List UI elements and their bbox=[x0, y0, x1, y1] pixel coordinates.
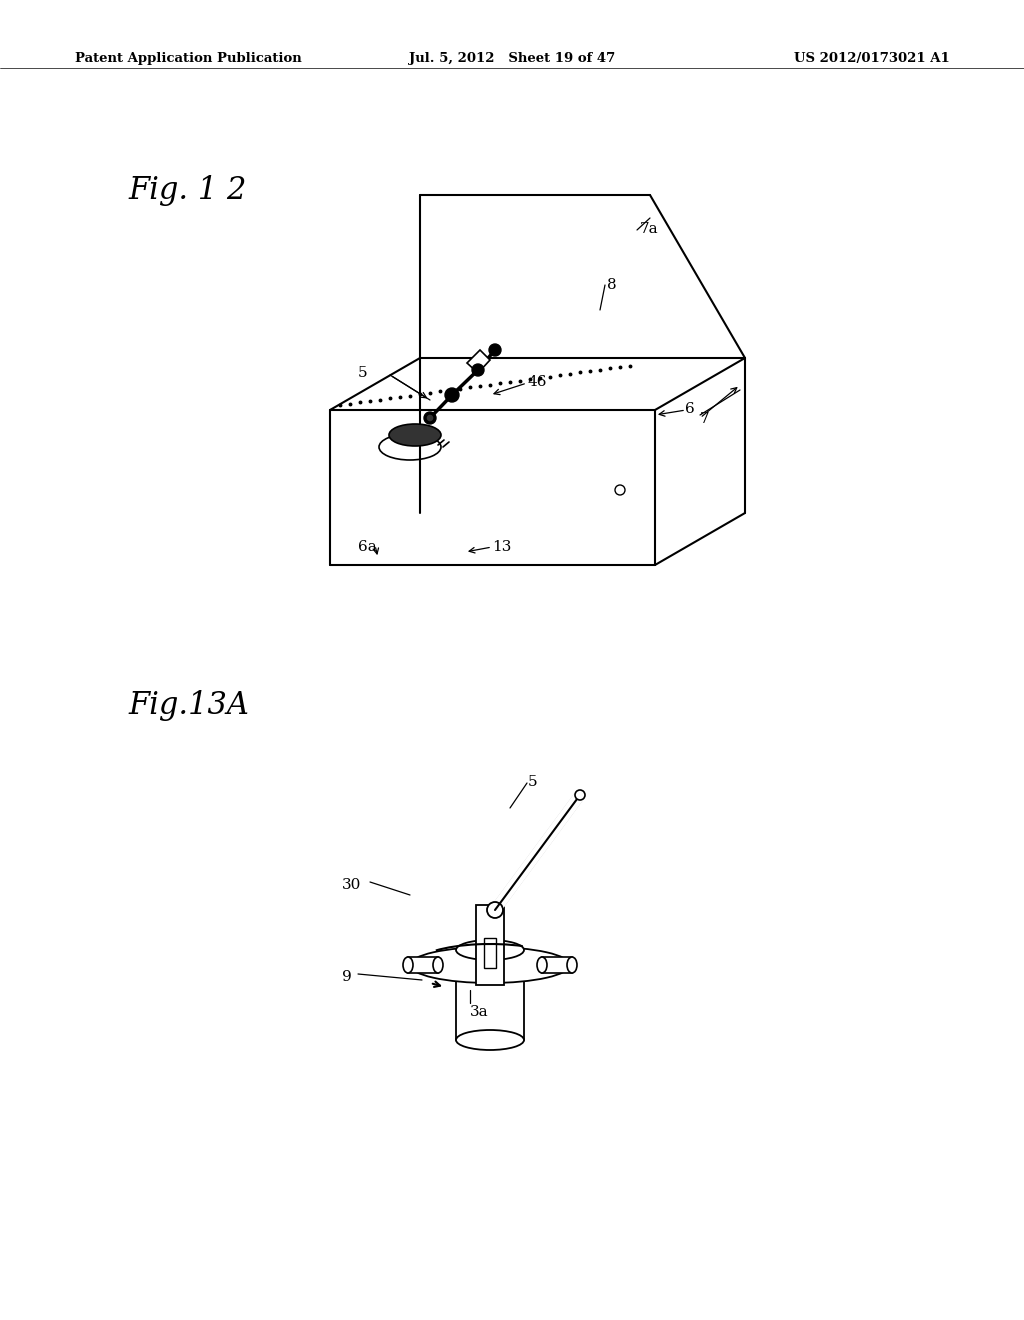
Bar bbox=[408, 957, 438, 973]
Ellipse shape bbox=[567, 957, 577, 973]
Text: 9: 9 bbox=[342, 970, 352, 983]
Ellipse shape bbox=[456, 1030, 524, 1049]
Bar bbox=[484, 939, 496, 968]
Text: 7: 7 bbox=[700, 412, 710, 426]
Ellipse shape bbox=[456, 940, 524, 960]
Bar bbox=[476, 906, 504, 985]
Text: 6: 6 bbox=[685, 403, 694, 416]
Ellipse shape bbox=[403, 957, 413, 973]
Ellipse shape bbox=[433, 957, 443, 973]
Text: Fig. 1 2: Fig. 1 2 bbox=[128, 176, 247, 206]
Circle shape bbox=[487, 902, 503, 917]
Circle shape bbox=[445, 388, 459, 403]
Ellipse shape bbox=[537, 957, 547, 973]
Text: Patent Application Publication: Patent Application Publication bbox=[75, 51, 302, 65]
Text: 30: 30 bbox=[342, 878, 361, 892]
Text: 7a: 7a bbox=[640, 222, 658, 236]
Text: 46: 46 bbox=[527, 375, 547, 389]
Text: 5: 5 bbox=[528, 775, 538, 789]
Ellipse shape bbox=[389, 424, 441, 446]
Text: US 2012/0173021 A1: US 2012/0173021 A1 bbox=[795, 51, 950, 65]
Text: Jul. 5, 2012   Sheet 19 of 47: Jul. 5, 2012 Sheet 19 of 47 bbox=[409, 51, 615, 65]
Polygon shape bbox=[467, 350, 490, 374]
Circle shape bbox=[575, 789, 585, 800]
Circle shape bbox=[426, 414, 434, 422]
Text: 3a: 3a bbox=[470, 1005, 488, 1019]
Bar bbox=[542, 957, 572, 973]
Circle shape bbox=[424, 412, 436, 424]
Circle shape bbox=[489, 345, 501, 356]
Circle shape bbox=[472, 364, 484, 376]
Ellipse shape bbox=[410, 946, 570, 983]
Text: 8: 8 bbox=[607, 279, 616, 292]
Text: 6a: 6a bbox=[358, 540, 377, 554]
Text: Fig.13A: Fig.13A bbox=[128, 690, 249, 721]
Text: 5: 5 bbox=[358, 366, 368, 380]
Text: 13: 13 bbox=[492, 540, 511, 554]
